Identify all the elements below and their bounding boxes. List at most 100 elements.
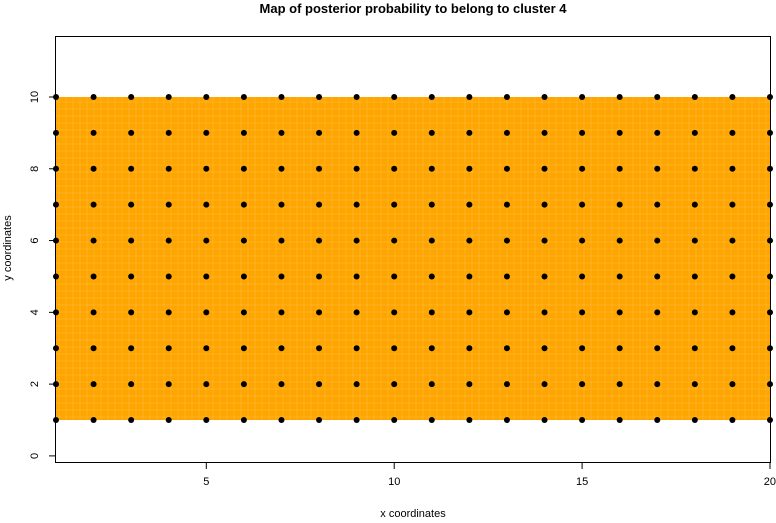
data-point [128, 345, 135, 352]
data-point [240, 165, 247, 172]
data-point [165, 381, 172, 388]
data-point [466, 129, 473, 136]
data-point [203, 201, 210, 208]
data-point [541, 237, 548, 244]
data-point [353, 165, 360, 172]
data-point [654, 345, 661, 352]
data-point [316, 273, 323, 280]
data-point [654, 201, 661, 208]
data-point [240, 345, 247, 352]
data-point [616, 345, 623, 352]
data-point [165, 309, 172, 316]
data-point [616, 129, 623, 136]
data-point [579, 237, 586, 244]
data-point [729, 381, 736, 388]
data-point [278, 94, 285, 101]
data-point [729, 345, 736, 352]
data-point [90, 129, 97, 136]
data-point [278, 309, 285, 316]
data-point [729, 129, 736, 136]
data-point [165, 94, 172, 101]
data-point [128, 381, 135, 388]
data-point [466, 273, 473, 280]
data-point [128, 94, 135, 101]
data-point [316, 94, 323, 101]
data-point [541, 309, 548, 316]
data-point [616, 165, 623, 172]
data-point [579, 129, 586, 136]
data-point [316, 381, 323, 388]
data-point [691, 201, 698, 208]
data-point [128, 129, 135, 136]
data-point [654, 417, 661, 424]
data-point [616, 417, 623, 424]
x-axis-label: x coordinates [380, 508, 446, 518]
plot-frame [55, 36, 771, 463]
data-point [729, 273, 736, 280]
data-point [729, 417, 736, 424]
data-point [240, 201, 247, 208]
data-point [203, 273, 210, 280]
data-point [316, 237, 323, 244]
data-point [278, 237, 285, 244]
data-point [428, 417, 435, 424]
data-point [128, 165, 135, 172]
x-tick-label: 5 [203, 476, 209, 488]
data-point [203, 381, 210, 388]
data-point [466, 345, 473, 352]
data-point [579, 201, 586, 208]
data-point [616, 273, 623, 280]
data-point [541, 381, 548, 388]
data-point [391, 129, 398, 136]
data-point [278, 273, 285, 280]
data-point [391, 273, 398, 280]
data-point [90, 309, 97, 316]
data-point [90, 273, 97, 280]
y-tick-label: 6 [29, 238, 41, 244]
data-point [240, 309, 247, 316]
data-point [203, 129, 210, 136]
data-point [541, 345, 548, 352]
chart-title: Map of posterior probability to belong t… [260, 1, 568, 16]
data-point [654, 273, 661, 280]
data-point [428, 201, 435, 208]
y-tick-label: 4 [29, 309, 41, 315]
data-point [316, 165, 323, 172]
data-point [90, 94, 97, 101]
data-point [391, 94, 398, 101]
data-point [503, 237, 510, 244]
data-point [278, 345, 285, 352]
data-point [541, 417, 548, 424]
data-point [579, 381, 586, 388]
data-point [391, 417, 398, 424]
data-point [165, 237, 172, 244]
data-point [90, 417, 97, 424]
data-point [128, 201, 135, 208]
data-point [128, 309, 135, 316]
data-point [353, 381, 360, 388]
data-point [353, 94, 360, 101]
data-point [128, 417, 135, 424]
data-point [428, 237, 435, 244]
data-point [579, 165, 586, 172]
data-point [466, 417, 473, 424]
data-point [240, 237, 247, 244]
data-point [240, 381, 247, 388]
data-point [391, 237, 398, 244]
data-point [428, 345, 435, 352]
data-point [240, 417, 247, 424]
data-point [278, 417, 285, 424]
data-point [353, 345, 360, 352]
data-point [691, 417, 698, 424]
data-point [428, 309, 435, 316]
data-point [466, 237, 473, 244]
data-point [579, 309, 586, 316]
data-point [165, 165, 172, 172]
x-tick-label: 20 [764, 476, 776, 488]
y-axis-label: y coordinates [2, 215, 14, 281]
data-point [165, 129, 172, 136]
data-point [466, 201, 473, 208]
data-point [240, 129, 247, 136]
data-point [691, 273, 698, 280]
